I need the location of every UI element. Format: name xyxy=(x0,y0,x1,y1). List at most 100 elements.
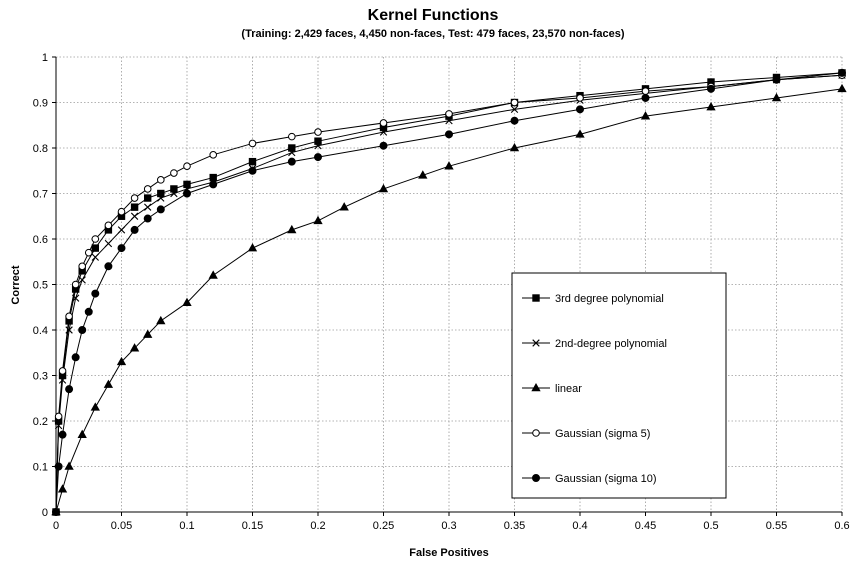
y-tick-label: 0.2 xyxy=(33,416,48,428)
legend-entry: linear xyxy=(522,382,582,395)
x-tick-label: 0.55 xyxy=(766,520,787,532)
legend-entry: 2nd-degree polynomial xyxy=(522,338,667,350)
data-point xyxy=(91,289,100,298)
data-point xyxy=(248,139,257,148)
legend-marker xyxy=(531,382,541,392)
data-point xyxy=(510,116,519,125)
data-point xyxy=(313,215,323,225)
y-tick-label: 0.9 xyxy=(33,98,48,110)
legend-marker xyxy=(532,474,540,482)
data-point xyxy=(182,297,192,306)
data-point xyxy=(707,84,715,93)
data-point xyxy=(288,144,296,152)
y-tick-label: 0.5 xyxy=(33,280,48,292)
chart-subtitle: (Training: 2,429 faces, 4,450 non-faces,… xyxy=(241,28,624,40)
legend: 3rd degree polynomial 2nd-degree polynomi… xyxy=(511,272,727,499)
legend-entry: 3rd degree polynomial xyxy=(522,293,664,305)
data-point xyxy=(378,183,389,193)
data-point xyxy=(170,189,178,198)
y-tick-label: 0 xyxy=(42,507,48,519)
data-point xyxy=(116,356,127,366)
x-tick-label: 0.45 xyxy=(635,520,656,532)
data-point xyxy=(91,253,99,261)
data-point xyxy=(288,132,296,141)
data-point xyxy=(156,205,165,214)
y-tick-label: 1 xyxy=(42,52,48,64)
data-point xyxy=(130,225,139,234)
legend-label: Gaussian (sigma 10) xyxy=(555,473,657,485)
data-point xyxy=(78,326,87,334)
data-point xyxy=(209,180,218,189)
data-point xyxy=(314,128,322,136)
data-point xyxy=(71,353,80,362)
data-point xyxy=(157,176,165,184)
data-point xyxy=(117,207,126,216)
data-point xyxy=(641,93,650,102)
y-axis-label: Correct xyxy=(10,265,22,304)
x-tick-label: 0.3 xyxy=(441,520,456,532)
legend-entry: Gaussian (sigma 5) xyxy=(522,428,650,440)
data-point xyxy=(445,110,453,118)
data-point xyxy=(575,129,585,138)
data-point xyxy=(641,87,650,95)
data-point xyxy=(706,102,716,111)
data-point xyxy=(314,137,322,145)
data-point xyxy=(64,461,74,470)
y-tick-label: 0.1 xyxy=(33,462,48,474)
data-point xyxy=(314,153,322,162)
chart-title: Kernel Functions xyxy=(368,7,499,24)
data-point xyxy=(247,243,258,252)
data-point xyxy=(104,221,113,230)
legend-entry: Gaussian (sigma 10) xyxy=(522,473,657,485)
x-tick-label: 0.5 xyxy=(703,520,718,532)
y-tick-label: 0.4 xyxy=(33,325,48,337)
data-point xyxy=(209,151,217,159)
legend-label: linear xyxy=(555,383,582,395)
data-point xyxy=(418,170,428,179)
data-point xyxy=(509,142,520,152)
data-point xyxy=(143,214,152,223)
data-point xyxy=(129,343,140,352)
data-point xyxy=(183,180,191,189)
legend-label: 2nd-degree polynomial xyxy=(555,338,667,350)
legend-marker xyxy=(532,294,540,302)
x-tick-label: 0 xyxy=(53,520,59,532)
y-tick-label: 0.6 xyxy=(33,234,48,246)
data-point xyxy=(52,508,60,516)
data-point xyxy=(91,235,100,243)
data-point xyxy=(170,185,178,193)
data-point xyxy=(771,92,782,102)
x-tick-label: 0.25 xyxy=(373,520,394,532)
legend-label: Gaussian (sigma 5) xyxy=(555,428,650,440)
x-tick-label: 0.6 xyxy=(834,520,849,532)
data-point xyxy=(130,212,139,220)
axes xyxy=(52,56,843,516)
data-point xyxy=(65,385,74,394)
data-point xyxy=(339,202,349,211)
data-point xyxy=(379,128,388,136)
data-point xyxy=(91,244,99,252)
data-point xyxy=(143,185,152,193)
data-point xyxy=(58,430,67,439)
data-point xyxy=(379,119,388,127)
data-point xyxy=(157,189,165,198)
data-point xyxy=(170,169,178,177)
data-point xyxy=(838,68,846,77)
data-point xyxy=(144,203,152,211)
tick-labels: 0 0.05 0.1 0.15 0.2 0.25 0.3 0.35 0.4 0.45 0.5 0.55… xyxy=(33,52,850,532)
data-point xyxy=(640,111,651,120)
x-tick-label: 0.05 xyxy=(111,520,132,532)
data-point xyxy=(104,239,113,248)
series-line xyxy=(55,72,843,513)
x-tick-label: 0.4 xyxy=(572,520,587,532)
y-tick-label: 0.7 xyxy=(33,189,48,201)
data-point xyxy=(510,98,519,107)
data-point xyxy=(576,105,584,114)
data-point xyxy=(117,244,126,253)
data-point xyxy=(183,162,191,170)
data-point xyxy=(772,75,781,84)
data-point xyxy=(314,142,322,150)
x-tick-label: 0.35 xyxy=(504,520,525,532)
data-point xyxy=(379,141,388,150)
